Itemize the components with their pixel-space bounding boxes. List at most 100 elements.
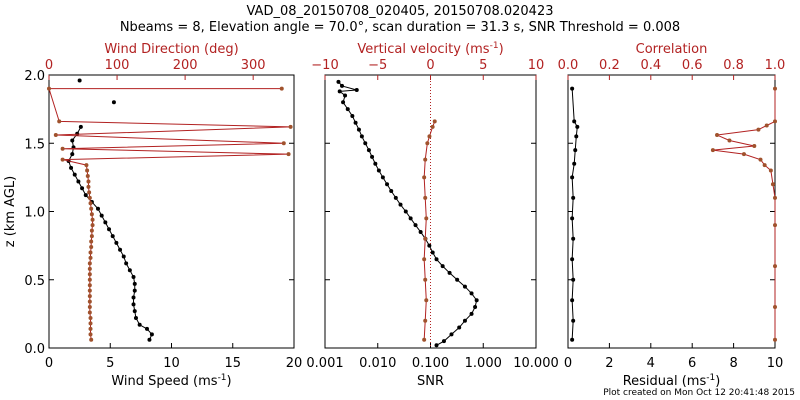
data-point bbox=[354, 88, 359, 93]
data-point bbox=[53, 133, 58, 138]
x-tick-label: 0 bbox=[45, 356, 53, 371]
data-point bbox=[89, 206, 94, 211]
data-point bbox=[145, 326, 149, 331]
x-tick-label: 10 bbox=[163, 356, 180, 371]
data-point bbox=[88, 326, 93, 331]
data-point bbox=[764, 123, 769, 128]
data-point bbox=[752, 143, 757, 148]
data-point bbox=[570, 257, 575, 262]
data-point bbox=[86, 184, 91, 189]
data-point bbox=[366, 148, 371, 153]
data-point bbox=[337, 89, 342, 94]
data-point bbox=[423, 277, 428, 282]
data-point bbox=[345, 107, 350, 112]
data-point bbox=[87, 283, 92, 288]
data-point bbox=[87, 294, 92, 299]
data-point bbox=[88, 255, 93, 260]
snr-panel: 0.001 0.010 0.100 1.000 10.000 −10 −5 0 5 10 SNR Ve… bbox=[306, 41, 558, 389]
plot-frame bbox=[48, 74, 295, 349]
data-point bbox=[768, 168, 773, 173]
data-point bbox=[132, 288, 137, 293]
data-point bbox=[343, 93, 348, 98]
data-point bbox=[121, 254, 126, 259]
data-point bbox=[88, 250, 93, 255]
plot-frame bbox=[324, 74, 537, 349]
top-tick-label: 0 bbox=[426, 58, 434, 73]
top-tick-label: 100 bbox=[105, 58, 130, 73]
x-axis-label: Residual (ms-1) bbox=[623, 373, 721, 389]
x-tick-label: 15 bbox=[224, 356, 241, 371]
data-point bbox=[77, 78, 82, 83]
data-point bbox=[350, 113, 355, 118]
data-point bbox=[423, 236, 428, 241]
data-point bbox=[87, 310, 92, 315]
data-point bbox=[70, 152, 75, 157]
y-axis-label: z (km AGL) bbox=[3, 176, 18, 247]
data-point bbox=[87, 305, 92, 310]
data-point bbox=[107, 227, 112, 232]
data-point bbox=[447, 270, 452, 275]
data-point bbox=[131, 275, 136, 280]
residual-panel: 0 2 4 6 8 10 0.0 0.2 0.4 0.6 0.8 1.0 Residual (ms-1)… bbox=[558, 42, 786, 389]
x-tick-label: 0 bbox=[564, 356, 572, 371]
data-point bbox=[398, 202, 403, 207]
data-point bbox=[427, 243, 432, 248]
data-point bbox=[434, 343, 439, 348]
data-point bbox=[449, 332, 454, 337]
data-point bbox=[103, 220, 108, 225]
data-point bbox=[457, 325, 462, 330]
data-point bbox=[85, 168, 90, 173]
plot-footer: Plot created on Mon Oct 12 20:41:48 2015 bbox=[603, 388, 795, 398]
x-tick-label: 20 bbox=[286, 356, 303, 371]
data-point bbox=[572, 161, 577, 166]
data-point bbox=[473, 305, 478, 310]
data-point bbox=[424, 298, 429, 303]
data-point bbox=[131, 295, 136, 300]
data-point bbox=[87, 190, 92, 195]
top-tick-label: 200 bbox=[173, 58, 198, 73]
data-point bbox=[573, 148, 578, 153]
data-point bbox=[88, 321, 93, 326]
y-tick-label: 2.0 bbox=[24, 69, 45, 84]
top-axis-label: Wind Direction (deg) bbox=[104, 42, 238, 57]
data-point bbox=[87, 299, 92, 304]
data-point bbox=[86, 179, 91, 184]
data-point bbox=[89, 234, 94, 239]
data-point bbox=[47, 86, 51, 91]
data-point bbox=[370, 154, 375, 159]
data-point bbox=[85, 174, 90, 179]
data-point bbox=[393, 195, 398, 200]
y-tick-label: 0.5 bbox=[24, 274, 45, 289]
data-point bbox=[432, 119, 437, 124]
data-point bbox=[570, 298, 575, 303]
data-point bbox=[89, 239, 94, 244]
data-point bbox=[758, 157, 763, 162]
data-point bbox=[127, 268, 132, 273]
data-point bbox=[133, 315, 138, 320]
data-point bbox=[423, 157, 428, 162]
data-point bbox=[118, 247, 123, 252]
data-point bbox=[572, 119, 577, 124]
data-point bbox=[430, 124, 435, 129]
data-point bbox=[89, 228, 94, 233]
data-point bbox=[570, 86, 575, 91]
top-tick-label: 0.2 bbox=[599, 58, 620, 73]
data-point bbox=[87, 261, 92, 266]
x-tick-label: 6 bbox=[688, 356, 696, 371]
data-point bbox=[96, 206, 100, 211]
x-tick-label: 2 bbox=[605, 356, 613, 371]
data-point bbox=[575, 124, 580, 129]
data-point bbox=[413, 223, 418, 228]
data-point bbox=[773, 119, 777, 124]
top-tick-label: 5 bbox=[479, 58, 487, 73]
data-point bbox=[60, 157, 65, 162]
data-point bbox=[773, 195, 777, 200]
data-point bbox=[83, 193, 88, 198]
x-tick-label: 1.000 bbox=[465, 356, 502, 371]
data-point bbox=[773, 337, 777, 342]
data-point bbox=[89, 337, 94, 342]
top-tick-label: 1.0 bbox=[765, 58, 786, 73]
data-point bbox=[427, 134, 432, 139]
data-point bbox=[87, 266, 92, 271]
